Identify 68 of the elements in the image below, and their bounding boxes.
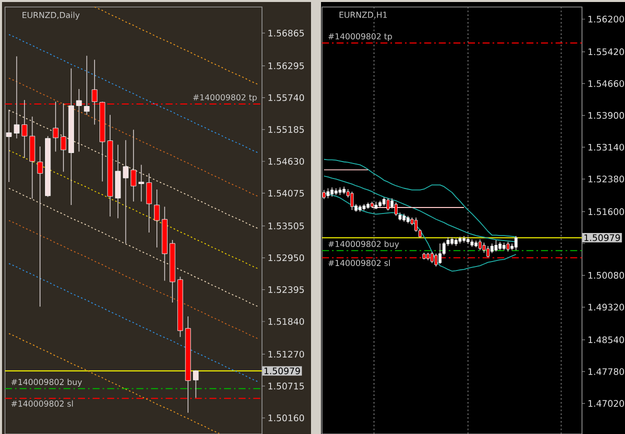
candlestick <box>326 188 330 199</box>
line-series <box>8 34 259 154</box>
y-tick-label: 1.50080 <box>588 272 624 279</box>
y-tick-label: 1.50715 <box>268 382 304 390</box>
candlestick <box>6 109 12 182</box>
y-tick-label: 1.50160 <box>268 414 304 422</box>
candlestick <box>14 56 20 139</box>
candlestick <box>514 236 518 251</box>
line-series <box>8 220 259 340</box>
y-tick-label: 1.52395 <box>268 286 304 294</box>
y-tick-label: 1.54075 <box>268 190 304 197</box>
candlestick <box>130 129 136 202</box>
candlestick <box>84 55 90 116</box>
y-tick-label: 1.56295 <box>268 62 304 70</box>
ref-line-label: #140009802 sl <box>11 400 73 407</box>
candlestick <box>494 240 498 252</box>
y-tick-label: 1.51840 <box>268 318 304 325</box>
y-tick-label: 1.52950 <box>268 254 304 262</box>
candlestick <box>37 146 43 307</box>
y-tick-label: 1.56200 <box>588 16 624 23</box>
y-tick-label: 1.51270 <box>268 350 304 358</box>
candlestick <box>192 370 199 398</box>
y-tick-label: 1.52380 <box>588 176 624 182</box>
candlestick <box>394 202 398 216</box>
y-tick-label: 1.54660 <box>588 80 624 87</box>
y-tick-label: 1.56865 <box>268 30 304 36</box>
ref-line-label: #140009802 buy <box>11 378 82 387</box>
candlestick <box>434 253 438 267</box>
y-tick-label: 1.47780 <box>588 368 624 375</box>
candlestick <box>438 243 442 264</box>
line-series <box>8 150 259 270</box>
candlestick <box>482 242 486 254</box>
line-series <box>8 78 259 197</box>
candlestick <box>154 189 160 248</box>
text: EURNZD,Daily <box>22 12 80 20</box>
line-series <box>8 110 259 229</box>
y-tick-label: 1.55185 <box>268 126 304 133</box>
y-tick-label: 1.53505 <box>268 222 304 230</box>
candlestick <box>350 191 354 210</box>
ref-line-label: 1.50979 <box>584 234 620 242</box>
y-tick-label: 1.54630 <box>268 158 304 165</box>
line-series <box>94 6 259 85</box>
candlestick <box>330 187 334 198</box>
y-tick-label: 1.55420 <box>588 48 624 56</box>
ref-line-label: #140009802 sl <box>328 260 390 266</box>
y-tick-label: 1.48540 <box>588 336 624 344</box>
y-tick-label: 1.47020 <box>588 400 624 407</box>
line-series <box>8 188 259 308</box>
ref-line-label: #140009802 tp <box>193 94 257 102</box>
candlestick <box>478 238 482 251</box>
ref-line-label: #140009802 tp <box>328 33 392 41</box>
candlestick <box>138 164 144 202</box>
y-tick-label: 1.53900 <box>588 112 624 119</box>
candlestick <box>386 198 390 211</box>
ref-line-label: 1.50979 <box>264 368 300 374</box>
candlestick <box>490 243 494 254</box>
candlestick <box>76 88 82 152</box>
candlestick <box>122 140 129 244</box>
line-series <box>8 333 220 434</box>
y-tick-label: 1.51600 <box>588 208 624 216</box>
y-tick-label: 1.49320 <box>588 304 624 311</box>
y-tick-label: 1.53140 <box>588 144 624 151</box>
y-tick-label: 1.55740 <box>268 94 304 102</box>
candlestick <box>146 173 152 233</box>
candlestick <box>506 241 510 252</box>
ref-line-label: #140009802 buy <box>328 240 399 249</box>
text: EURNZD,H1 <box>340 12 387 19</box>
candlestick <box>322 190 326 200</box>
